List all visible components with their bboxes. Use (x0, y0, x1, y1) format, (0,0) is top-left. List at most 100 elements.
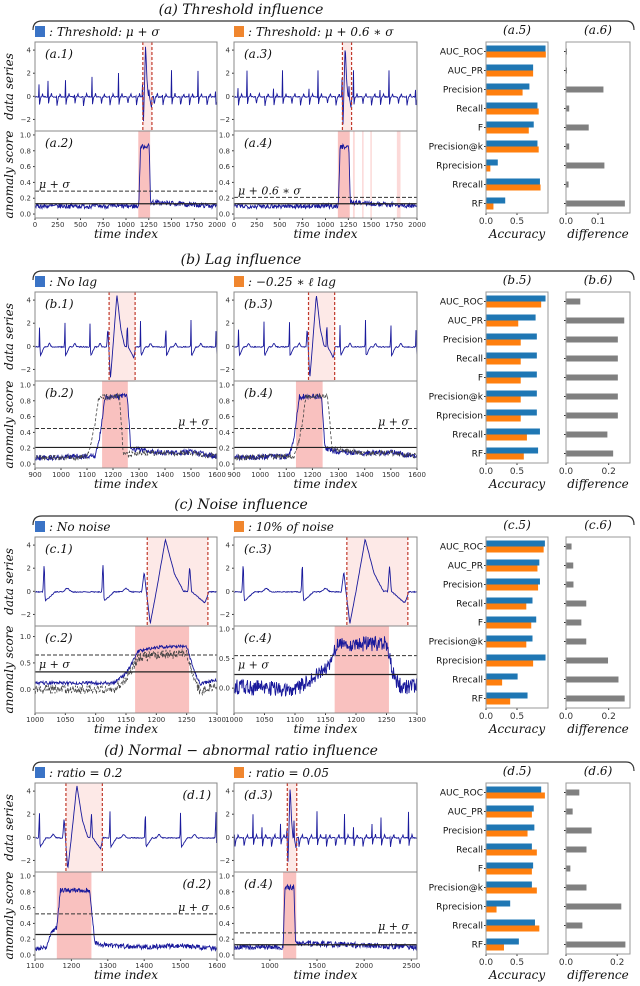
legend-label: : 10% of noise (248, 520, 334, 534)
category-label: Precision@k (429, 393, 484, 403)
x-tick-label: 1500 (172, 962, 190, 970)
section-title: (d) Normal − abnormal ratio influence (104, 743, 378, 759)
x-tick-label: 1500 (163, 221, 181, 229)
panel-label: (c.1) (45, 542, 73, 556)
chart-title: (b.5) (503, 273, 532, 287)
x-tick-label: 1200 (304, 471, 322, 479)
y-tick-label: 0.0 (219, 211, 230, 219)
section-d: (d) Normal − abnormal ratio influence: r… (2, 743, 635, 982)
y-tick-label: 0 (27, 588, 31, 596)
y-tick-label: 1.0 (20, 381, 31, 389)
bar-difference (566, 200, 625, 207)
bar-orange (486, 925, 540, 932)
x-tick-label: 1150 (117, 716, 135, 724)
x-tick-label: 2000 (208, 221, 226, 229)
bar-frame (485, 41, 549, 214)
bar-blue (486, 390, 537, 397)
bar-blue (486, 314, 536, 321)
bar-blue (486, 616, 537, 623)
bar-blue (486, 805, 534, 812)
bar-orange (486, 415, 521, 422)
y-tick-label: 0.5 (20, 659, 31, 667)
section-a: (a) Threshold influence: Threshold: μ + … (2, 2, 635, 241)
detected-region (396, 131, 401, 218)
bar-orange (486, 203, 494, 210)
y-tick-label: 0.4 (219, 429, 231, 437)
category-label: RF (472, 695, 483, 705)
y-tick-label: −2 (21, 611, 31, 619)
x-tick-label: 1250 (140, 221, 158, 229)
x-tick-label: 1500 (362, 221, 380, 229)
bar-blue (486, 786, 542, 793)
bar-blue (486, 159, 498, 166)
legend-swatch (234, 276, 244, 287)
x-tick-label: 0.5 (510, 467, 524, 477)
y-axis-label: data series (2, 548, 16, 615)
bar-blue (486, 578, 540, 585)
x-axis-label: time index (293, 227, 357, 241)
bar-difference (566, 827, 592, 834)
bar-blue (486, 121, 534, 128)
bar-orange (486, 622, 532, 629)
anomaly-region (346, 537, 408, 626)
category-label: Precision (443, 336, 483, 346)
y-tick-label: 2 (226, 70, 230, 78)
bar-difference (566, 393, 618, 400)
bar-difference (566, 562, 574, 569)
bar-orange (486, 70, 534, 77)
bar-difference (566, 581, 574, 588)
x-tick-label: 1250 (178, 716, 196, 724)
panel-label: (d.3) (244, 788, 273, 802)
x-tick-label: 1200 (104, 471, 122, 479)
y-tick-label: 0.8 (20, 397, 31, 405)
y-axis-label: data series (2, 53, 16, 120)
y-tick-label: 0.0 (20, 952, 31, 960)
bar-difference (566, 884, 587, 891)
bar-orange (486, 108, 539, 115)
y-tick-label: 1.0 (219, 381, 230, 389)
x-tick-label: 0.5 (510, 712, 524, 722)
bar-difference (566, 638, 587, 645)
category-label: AUC_ROC (440, 789, 483, 799)
y-tick-label: 0 (226, 834, 230, 842)
category-label: F (478, 374, 483, 384)
y-tick-label: 1.0 (219, 625, 230, 633)
x-tick-label: 1100 (26, 962, 44, 970)
panel-label: (a.1) (45, 47, 73, 61)
x-tick-label: 1300 (330, 471, 348, 479)
detected-region (352, 131, 355, 218)
x-tick-label: 1000 (225, 716, 243, 724)
bar-difference (566, 124, 589, 131)
x-axis-label: Accuracy (488, 477, 545, 491)
bar-difference (566, 657, 609, 664)
anomaly-region (147, 537, 208, 626)
bar-difference (566, 143, 570, 150)
bar-orange (486, 184, 541, 191)
y-tick-label: 0.0 (219, 461, 230, 469)
anomaly-region (308, 292, 335, 381)
x-tick-label: 0.0 (479, 217, 494, 227)
bar-blue (486, 428, 540, 435)
score-frame (233, 871, 418, 960)
legend-label: : No lag (49, 275, 97, 289)
bar-blue (486, 447, 539, 454)
bar-difference (566, 162, 605, 169)
panel-label: (a.2) (45, 136, 73, 150)
y-tick-label: 2 (27, 70, 31, 78)
bar-orange (486, 811, 532, 818)
y-tick-label: 0.8 (219, 397, 230, 405)
bar-orange (486, 165, 491, 172)
x-tick-label: 0.0 (559, 958, 574, 968)
bar-blue (486, 295, 546, 302)
data-series-line (35, 785, 217, 869)
bar-orange (486, 565, 538, 572)
y-tick-label: 0.8 (219, 147, 230, 155)
y-tick-label: 0.4 (20, 429, 32, 437)
chart-title: (c.6) (584, 518, 612, 532)
bar-frame (565, 41, 631, 214)
category-label: Rprecision (436, 657, 483, 667)
x-tick-label: 0.5 (510, 958, 524, 968)
legend-swatch (35, 276, 45, 287)
detected-region (337, 131, 350, 218)
